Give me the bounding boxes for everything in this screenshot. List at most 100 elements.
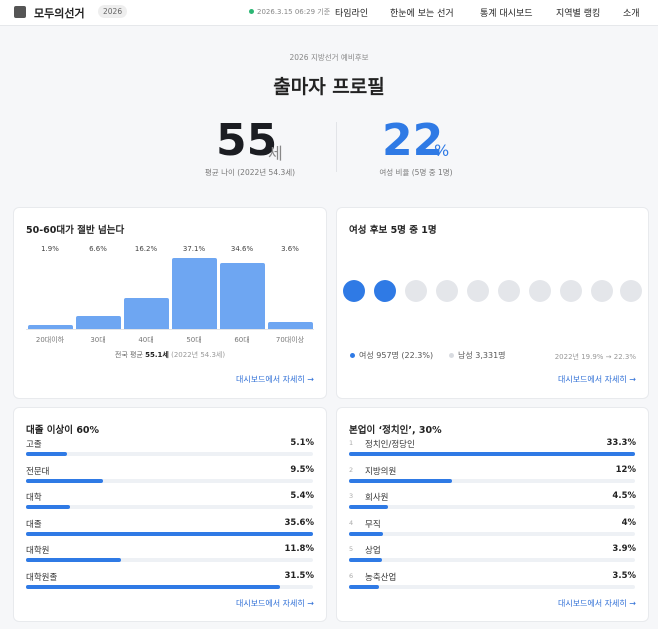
logo-icon xyxy=(14,6,26,18)
gender-card: 여성 후보 5명 중 1명 여성 957명 (22.3%) 남성 3,331명 … xyxy=(336,207,649,399)
bar-track xyxy=(26,478,313,483)
card-title: 여성 후보 5명 중 1명 xyxy=(349,225,437,236)
women-caption: 여성 비율 (5명 중 1명) xyxy=(379,168,453,177)
bar xyxy=(349,478,453,483)
value-label: 34.6% xyxy=(230,245,254,253)
bar xyxy=(26,478,103,483)
bar xyxy=(219,262,265,329)
row-value: 12% xyxy=(615,464,636,475)
bar-track xyxy=(349,584,635,589)
row-label: 무직 xyxy=(365,519,381,530)
nav-link[interactable]: 지역별 랭킹 xyxy=(556,9,601,19)
category-label: 70대이상 xyxy=(275,336,305,344)
bar-track xyxy=(26,505,313,509)
detail-link[interactable]: 대시보드에서 자세히 → xyxy=(557,599,636,608)
female-dot xyxy=(343,280,365,302)
badge: 2026 xyxy=(98,5,128,18)
value-label: 6.6% xyxy=(89,245,107,253)
rank: 1 xyxy=(349,439,354,447)
bar xyxy=(27,325,73,329)
note-value: 55.1세 xyxy=(145,351,169,359)
row-label: 상업 xyxy=(365,546,381,556)
bar-track xyxy=(349,558,635,562)
bar xyxy=(267,322,313,329)
age-value: 55 xyxy=(216,115,278,166)
card-title: 대졸 이상이 60% xyxy=(26,425,100,436)
male-dot xyxy=(467,280,489,302)
bar xyxy=(26,452,68,456)
baseline xyxy=(26,329,314,330)
row-value: 31.5% xyxy=(284,570,315,581)
value-label: 16.2% xyxy=(134,245,158,253)
male-dot xyxy=(560,280,582,302)
row-value: 4.5% xyxy=(612,491,636,501)
bar xyxy=(26,558,122,562)
bar xyxy=(75,316,121,329)
row-label: 전문대 xyxy=(26,466,50,477)
row-value: 3.5% xyxy=(612,570,636,581)
top-nav: 모두의선거 2026 2026.3.15 06:29 기준 타임라인 한눈에 보… xyxy=(0,0,658,26)
rank: 5 xyxy=(349,545,354,553)
legend-dot xyxy=(350,353,355,358)
divider xyxy=(336,122,337,172)
rank: 4 xyxy=(349,518,354,527)
rank: 2 xyxy=(349,465,354,474)
detail-link[interactable]: 대시보드에서 자세히 → xyxy=(235,375,314,384)
brand[interactable]: 모두의선거 xyxy=(34,7,85,20)
bar xyxy=(26,584,280,589)
male-dot xyxy=(591,280,613,302)
gender-dots xyxy=(343,280,642,302)
female-count: 여성 957명 (22.3%) xyxy=(359,351,434,360)
note-text: 전국 평균 xyxy=(114,351,143,359)
updated: 2026.3.15 06:29 기준 xyxy=(257,8,331,16)
bar xyxy=(26,505,70,509)
nav-link[interactable]: 한눈에 보는 선거 xyxy=(390,9,454,19)
value-label: 37.1% xyxy=(182,245,206,253)
row-label: 대졸 xyxy=(26,519,42,530)
category-label: 40대 xyxy=(138,336,154,344)
row-label: 정치인/정당인 xyxy=(365,440,415,450)
note-text: (2022년 54.3세) xyxy=(171,351,226,359)
row-label: 농축산업 xyxy=(365,572,397,583)
category-label: 50대 xyxy=(186,336,202,344)
age-unit: 세 xyxy=(268,144,283,163)
row-value: 9.5% xyxy=(290,464,314,475)
bar xyxy=(349,452,635,456)
bar-track xyxy=(26,452,313,456)
women-unit: % xyxy=(434,141,450,160)
category-label: 30대 xyxy=(90,336,106,344)
row-value: 5.4% xyxy=(290,491,314,501)
row-value: 35.6% xyxy=(284,517,315,528)
occupation-card: 본업이 ‘정치인’, 30% 대시보드에서 자세히 → 1 정치인/정당인 33.3… xyxy=(336,407,649,622)
male-dot xyxy=(620,280,642,302)
value-label: 3.6% xyxy=(281,245,299,253)
male-dot xyxy=(405,280,427,302)
row-label: 대학원 xyxy=(26,546,50,556)
rank: 3 xyxy=(349,492,354,500)
row-label: 대학원졸 xyxy=(26,572,58,583)
bar xyxy=(349,531,384,536)
category-label: 60대 xyxy=(234,336,250,344)
row-label: 지방의원 xyxy=(365,466,397,477)
detail-link[interactable]: 대시보드에서 자세히 → xyxy=(557,375,636,384)
bar-track xyxy=(349,505,635,509)
nav-link[interactable]: 소개 xyxy=(623,9,640,19)
age-note: 전국 평균 55.1세 (2022년 54.3세) xyxy=(14,350,326,360)
row-label: 고졸 xyxy=(26,440,42,450)
nav-link[interactable]: 타임라인 xyxy=(335,9,369,19)
category-label: 20대이하 xyxy=(35,336,65,344)
bar xyxy=(349,584,380,589)
male-count: 남성 3,331명 xyxy=(458,351,506,360)
row-value: 11.8% xyxy=(284,544,315,554)
bar-track xyxy=(26,558,313,562)
row-label: 대학 xyxy=(26,493,42,503)
row-value: 5.1% xyxy=(290,438,314,448)
row-label: 회사원 xyxy=(365,493,389,503)
age-card: 50-60대가 절반 넘는다 전국 평균 55.1세 (2022년 54.3세)… xyxy=(13,207,327,399)
row-value: 4% xyxy=(621,517,636,528)
nav-link[interactable]: 통계 대시보드 xyxy=(480,9,533,19)
education-card: 대졸 이상이 60% 대시보드에서 자세히 → 고졸 5.1% 전문대 9.5% 대학 5… xyxy=(13,407,327,622)
detail-link[interactable]: 대시보드에서 자세히 → xyxy=(235,599,314,608)
trend: 2022년 19.9% → 22.3% xyxy=(554,353,636,361)
